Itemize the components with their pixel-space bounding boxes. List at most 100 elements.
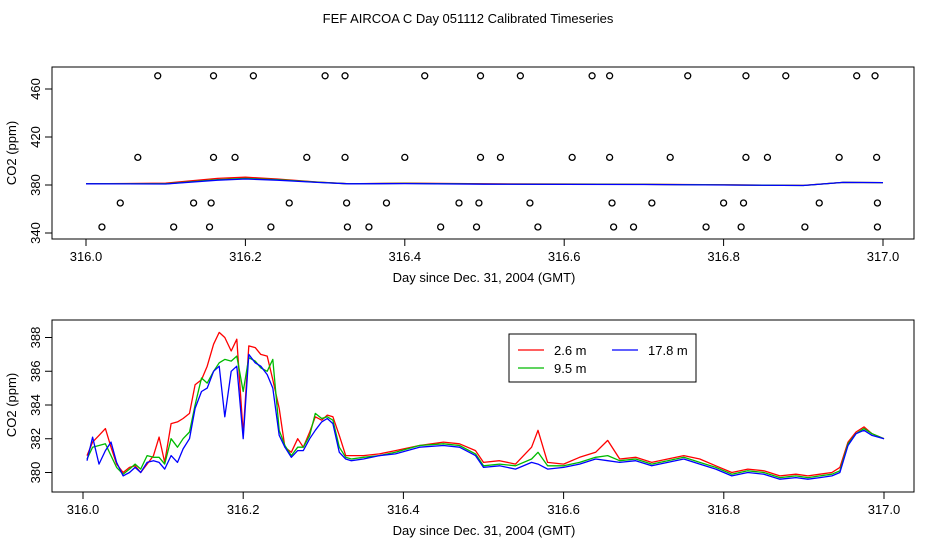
series-line-9-5-m — [86, 355, 885, 479]
y-tick-label: 340 — [28, 222, 43, 244]
calibration-point — [421, 72, 429, 80]
bottom-x-axis-label: Day since Dec. 31, 2004 (GMT) — [393, 523, 576, 538]
calibration-point — [588, 72, 596, 80]
calibration-point — [341, 72, 349, 80]
calibration-point — [835, 153, 843, 162]
calibration-point — [782, 72, 790, 80]
calibration-point — [209, 153, 218, 162]
x-tick-label: 316.2 — [229, 249, 262, 264]
calibration-point — [472, 223, 481, 231]
calibration-point — [568, 153, 576, 162]
y-tick-label: 420 — [28, 126, 43, 148]
calibration-point — [116, 199, 124, 207]
calibration-point — [702, 223, 710, 231]
top-x-axis-label: Day since Dec. 31, 2004 (GMT) — [393, 270, 576, 285]
calibration-point — [342, 199, 351, 207]
calibration-point — [873, 199, 882, 207]
x-tick-label: 316.2 — [227, 502, 260, 517]
x-tick-label: 316.0 — [70, 249, 103, 264]
calibration-point — [815, 199, 823, 207]
bottom-plot-frame — [51, 319, 915, 493]
calibration-point — [285, 199, 293, 207]
legend: 2.6 m 9.5 m 17.8 m — [508, 333, 697, 383]
calibration-point — [475, 199, 483, 207]
calibration-point — [873, 223, 882, 231]
calibration-point — [742, 153, 750, 162]
calibration-point — [267, 223, 275, 231]
x-tick-label: 317.0 — [868, 502, 901, 517]
calibration-point — [382, 199, 391, 207]
calibration-point — [303, 153, 311, 162]
series-line-17-8-m — [86, 353, 885, 480]
x-tick-label: 316.4 — [389, 249, 422, 264]
calibration-point — [605, 72, 614, 80]
x-tick-label: 316.6 — [547, 502, 580, 517]
legend-label-17-8m: 17.8 m — [648, 343, 688, 358]
calibration-point — [154, 72, 162, 80]
calibration-point — [719, 199, 728, 207]
calibration-point — [134, 153, 142, 162]
calibration-point — [872, 153, 881, 162]
calibration-point — [608, 199, 616, 207]
x-tick-label: 316.8 — [707, 249, 740, 264]
calibration-point — [684, 72, 692, 80]
calibration-point — [476, 153, 485, 162]
calibration-point — [737, 223, 745, 231]
calibration-point — [455, 199, 463, 207]
y-tick-label: 380 — [28, 462, 43, 484]
y-tick-label: 386 — [28, 360, 43, 382]
calibration-point — [763, 153, 772, 162]
series-line-2-6-m — [86, 331, 885, 477]
calibration-point — [207, 199, 215, 207]
y-tick-label: 388 — [28, 327, 43, 349]
top-y-axis-label: CO2 (ppm) — [4, 121, 19, 185]
calibration-point — [437, 223, 445, 231]
calibration-point — [365, 223, 373, 231]
calibration-point — [742, 72, 750, 80]
x-tick-label: 317.0 — [867, 249, 900, 264]
top-plot-frame — [51, 66, 915, 240]
calibration-point — [205, 223, 214, 231]
x-tick-label: 316.0 — [67, 502, 100, 517]
calibration-point — [170, 223, 178, 231]
calibration-point — [534, 223, 542, 231]
calibration-point — [871, 72, 879, 80]
y-tick-label: 384 — [28, 394, 43, 416]
legend-label-9-5m: 9.5 m — [554, 361, 587, 376]
calibration-point — [401, 153, 409, 162]
calibration-point — [526, 199, 534, 207]
x-tick-label: 316.6 — [548, 249, 581, 264]
calibration-point — [98, 223, 106, 231]
calibration-point — [341, 153, 349, 162]
calibration-point — [476, 72, 485, 80]
calibration-point — [189, 199, 198, 207]
series-line-17-8-m — [85, 178, 884, 187]
calibration-point — [321, 72, 329, 80]
calibration-point — [801, 223, 809, 231]
y-tick-label: 380 — [28, 174, 43, 196]
y-tick-label: 460 — [28, 78, 43, 100]
x-tick-label: 316.4 — [387, 502, 420, 517]
figure-title: FEF AIRCOA C Day 051112 Calibrated Times… — [323, 11, 614, 26]
calibration-point — [249, 72, 258, 80]
calibration-point — [605, 153, 614, 162]
top-panel: 316.0 316.2 316.4 316.6 316.8 317.0 340 380 420… — [4, 66, 915, 285]
calibration-point — [629, 223, 638, 231]
calibration-point — [343, 223, 352, 231]
y-tick-label: 382 — [28, 428, 43, 450]
calibration-point — [853, 72, 861, 80]
bottom-y-axis-label: CO2 (ppm) — [4, 373, 19, 437]
calibration-point — [231, 153, 239, 162]
calibration-point — [209, 72, 218, 80]
calibration-point — [739, 199, 748, 207]
calibration-point — [516, 72, 525, 80]
calibration-point — [496, 153, 505, 162]
bottom-panel: 316.0 316.2 316.4 316.6 316.8 317.0 380 382 384… — [4, 319, 915, 538]
legend-box — [508, 333, 697, 383]
calibration-point — [609, 223, 618, 231]
calibration-point — [666, 153, 674, 162]
legend-label-2-6m: 2.6 m — [554, 343, 587, 358]
x-tick-label: 316.8 — [708, 502, 741, 517]
calibration-point — [648, 199, 656, 207]
